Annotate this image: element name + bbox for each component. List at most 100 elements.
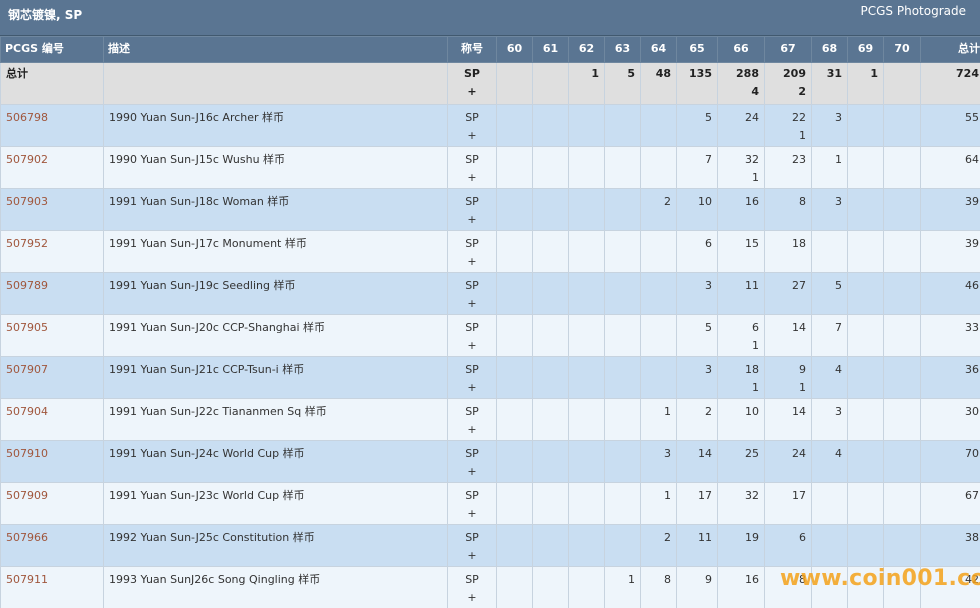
column-header[interactable]: 68 bbox=[811, 36, 848, 63]
grade-cell bbox=[568, 440, 605, 483]
grade-count: 32 bbox=[745, 489, 759, 502]
description-cell: 1991 Yuan Sun-J23c World Cup 样币 bbox=[103, 482, 448, 525]
grade-cell bbox=[496, 482, 533, 525]
grade-cell bbox=[847, 230, 884, 273]
header-row: PCGS 编号 描述 称号 60 61 62 63 64 65 66 67 68 69 70 总计 bbox=[0, 36, 980, 63]
grade-cell bbox=[532, 146, 569, 189]
grade-cell bbox=[604, 188, 641, 231]
grade-cell: 17 bbox=[676, 482, 718, 525]
grade-cell: 1 bbox=[604, 566, 641, 608]
pcgs-code-link[interactable]: 507911 bbox=[6, 573, 48, 586]
grade-count: 3 bbox=[835, 405, 842, 418]
grade-cell: 11 bbox=[717, 272, 765, 315]
column-header[interactable]: 66 bbox=[717, 36, 765, 63]
column-header[interactable]: 60 bbox=[496, 36, 533, 63]
photograde-link[interactable]: PCGS Photograde bbox=[860, 4, 966, 18]
column-header[interactable]: 69 bbox=[847, 36, 884, 63]
grade-count: 11 bbox=[698, 531, 712, 544]
pcgs-code-link[interactable]: 507966 bbox=[6, 531, 48, 544]
column-header[interactable]: 62 bbox=[568, 36, 605, 63]
pcgs-code-cell: 506798 bbox=[0, 104, 104, 147]
grade-cell bbox=[496, 524, 533, 567]
grade-cell bbox=[496, 230, 533, 273]
table-row: 507910 1991 Yuan Sun-J24c World Cup 样币 SP +… bbox=[0, 440, 980, 483]
designation-cell: SP + bbox=[447, 356, 497, 399]
grade-count: 9 bbox=[705, 573, 712, 586]
column-header[interactable]: 总计 bbox=[920, 36, 980, 63]
grade-cell: 23 bbox=[764, 146, 812, 189]
grade-cell bbox=[883, 146, 921, 189]
grade-count: 17 bbox=[792, 489, 806, 502]
grade-cell bbox=[568, 566, 605, 608]
table-row: 507907 1991 Yuan Sun-J21c CCP-Tsun-i 样币 SP… bbox=[0, 356, 980, 399]
designation-cell: SP + bbox=[447, 314, 497, 357]
grade-cell: 6 bbox=[676, 230, 718, 273]
grade-count: 5 bbox=[705, 111, 712, 124]
designation-label: SP bbox=[465, 279, 479, 292]
pcgs-code-link[interactable]: 506798 bbox=[6, 111, 48, 124]
description-cell: 1990 Yuan Sun-J15c Wushu 样币 bbox=[103, 146, 448, 189]
grade-count: 8 bbox=[664, 573, 671, 586]
designation-label: SP bbox=[464, 67, 480, 80]
grade-cell bbox=[847, 398, 884, 441]
pcgs-code-link[interactable]: 507910 bbox=[6, 447, 48, 460]
pcgs-code-link[interactable]: 507905 bbox=[6, 321, 48, 334]
grade-cell: 1 bbox=[640, 482, 677, 525]
grade-cell bbox=[604, 482, 641, 525]
grade-plus-count: 2 bbox=[798, 85, 806, 98]
pcgs-code-link[interactable]: 507902 bbox=[6, 153, 48, 166]
plus-label: + bbox=[467, 129, 477, 142]
grade-count: 31 bbox=[826, 67, 842, 80]
grade-cell bbox=[883, 440, 921, 483]
plus-label: + bbox=[467, 213, 477, 226]
description-cell: 1990 Yuan Sun-J16c Archer 样币 bbox=[103, 104, 448, 147]
grade-count: 10 bbox=[698, 195, 712, 208]
grade-count: 14 bbox=[792, 321, 806, 334]
column-header[interactable]: 67 bbox=[764, 36, 812, 63]
grade-count: 14 bbox=[698, 447, 712, 460]
grade-cell: 8 bbox=[764, 566, 812, 608]
grade-cell: 5 bbox=[811, 272, 848, 315]
grade-cell bbox=[532, 314, 569, 357]
column-header[interactable]: 70 bbox=[883, 36, 921, 63]
grade-count: 7 bbox=[835, 321, 842, 334]
grade-cell: 5 bbox=[604, 62, 641, 105]
grade-cell bbox=[883, 104, 921, 147]
grade-count: 4 bbox=[835, 363, 842, 376]
pcgs-code-link[interactable]: 507904 bbox=[6, 405, 48, 418]
column-header[interactable]: 描述 bbox=[103, 36, 448, 63]
designation-cell: SP + bbox=[447, 230, 497, 273]
grade-plus-count: 1 bbox=[799, 381, 806, 394]
grade-cell: 27 bbox=[764, 272, 812, 315]
column-header[interactable]: 63 bbox=[604, 36, 641, 63]
grade-cell bbox=[811, 230, 848, 273]
grade-count: 23 bbox=[792, 153, 806, 166]
column-header[interactable]: 称号 bbox=[447, 36, 497, 63]
title-bar: 钢芯镀镍, SP PCGS Photograde bbox=[0, 0, 980, 36]
pcgs-code-link[interactable]: 507907 bbox=[6, 363, 48, 376]
pcgs-code-link[interactable]: 507952 bbox=[6, 237, 48, 250]
pcgs-code-cell: 507910 bbox=[0, 440, 104, 483]
grade-count: 3 bbox=[705, 363, 712, 376]
pcgs-code-cell: 507911 bbox=[0, 566, 104, 608]
grade-cell: 135 bbox=[676, 62, 718, 105]
column-header[interactable]: 65 bbox=[676, 36, 718, 63]
designation-cell: SP + bbox=[447, 524, 497, 567]
grade-cell bbox=[568, 314, 605, 357]
grade-cell: 19 bbox=[717, 524, 765, 567]
pcgs-code-link[interactable]: 509789 bbox=[6, 279, 48, 292]
grade-cell bbox=[604, 398, 641, 441]
column-header[interactable]: 64 bbox=[640, 36, 677, 63]
pcgs-code-link[interactable]: 507909 bbox=[6, 489, 48, 502]
grade-cell bbox=[847, 440, 884, 483]
description-cell: 1991 Yuan Sun-J24c World Cup 样币 bbox=[103, 440, 448, 483]
grade-cell: 32 bbox=[717, 482, 765, 525]
grade-cell bbox=[532, 104, 569, 147]
column-header[interactable]: 61 bbox=[532, 36, 569, 63]
pcgs-code-link[interactable]: 507903 bbox=[6, 195, 48, 208]
description-cell: 1991 Yuan Sun-J17c Monument 样币 bbox=[103, 230, 448, 273]
column-header[interactable]: PCGS 编号 bbox=[0, 36, 104, 63]
description-cell: 1992 Yuan Sun-J25c Constitution 样币 bbox=[103, 524, 448, 567]
grade-cell: 288 4 bbox=[717, 62, 765, 105]
